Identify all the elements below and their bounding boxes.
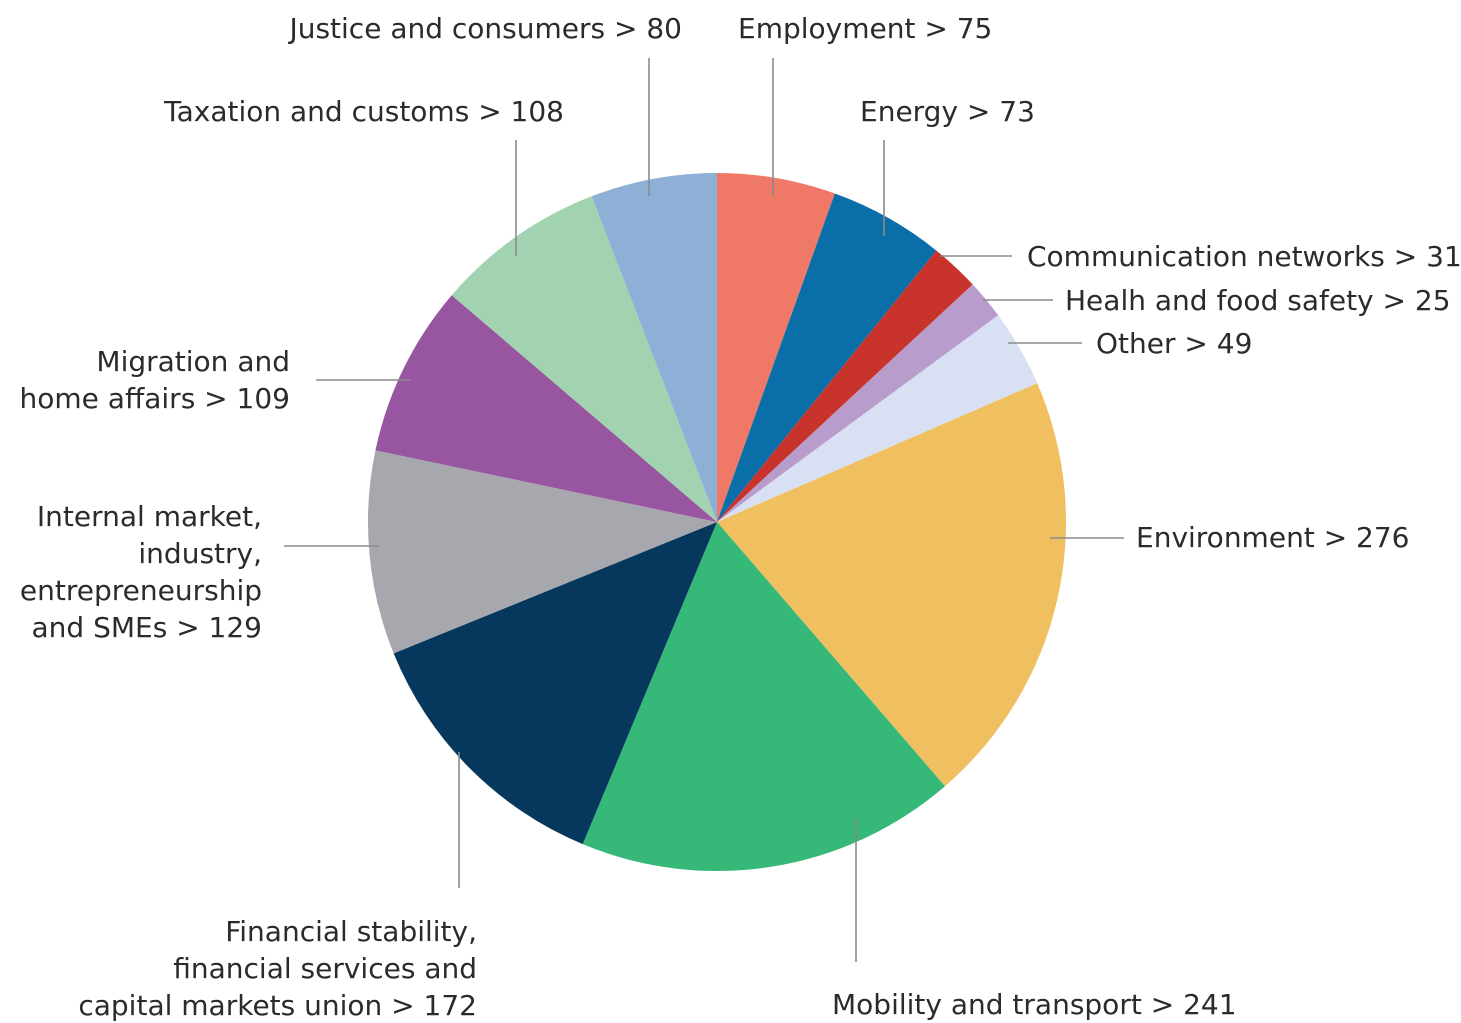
slice-label-line: home affairs > 109 xyxy=(20,382,290,415)
slice-label-internal-market-industry-entrepreneurship-and-smes: Internal market, industry, entrepreneurshi… xyxy=(20,500,262,644)
slice-label-line: entrepreneurship xyxy=(20,574,262,607)
slice-label-taxation-and-customs: Taxation and customs > 108 xyxy=(163,95,564,128)
pie-slice-migration-and-home-affairs xyxy=(375,295,717,522)
slice-label-line: capital markets union > 172 xyxy=(78,989,477,1022)
slice-label-healh-and-food-safety: Healh and food safety > 25 xyxy=(1065,284,1451,317)
slice-label-migration-and-home-affairs: Migration and home affairs > 109 xyxy=(20,345,290,415)
pie-slices xyxy=(368,173,1067,872)
slice-label-justice-and-consumers: Justice and consumers > 80 xyxy=(287,12,682,45)
pie-slice-environment xyxy=(717,383,1067,787)
slice-label-line: Employment > 75 xyxy=(738,12,992,45)
slice-label-line: Taxation and customs > 108 xyxy=(163,95,564,128)
pie-slice-communication-networks xyxy=(717,250,973,522)
pie-slice-financial-stability-financial-services-and-capital-markets-union xyxy=(393,522,717,845)
slice-label-line: financial services and xyxy=(173,952,477,985)
pie-slice-healh-and-food-safety xyxy=(717,284,999,522)
slice-label-line: Environment > 276 xyxy=(1136,521,1410,554)
slice-label-line: Justice and consumers > 80 xyxy=(287,12,682,45)
slice-label-line: Financial stability, xyxy=(225,915,477,948)
slice-label-communication-networks: Communication networks > 31 xyxy=(1027,240,1461,273)
slice-label-other: Other > 49 xyxy=(1096,327,1252,360)
slice-label-energy: Energy > 73 xyxy=(860,95,1035,128)
pie-slice-internal-market-industry-entrepreneurship-and-smes xyxy=(368,450,717,654)
pie-slice-energy xyxy=(717,193,937,522)
leader-lines xyxy=(284,58,1124,962)
slice-label-environment: Environment > 276 xyxy=(1136,521,1410,554)
pie-slice-taxation-and-customs xyxy=(451,196,717,523)
slice-label-line: Communication networks > 31 xyxy=(1027,240,1461,273)
slice-label-line: Other > 49 xyxy=(1096,327,1252,360)
pie-slice-other xyxy=(717,315,1038,522)
slice-label-line: Healh and food safety > 25 xyxy=(1065,284,1451,317)
slice-label-financial-stability-financial-services-and-capital-markets-union: Financial stability, financial services a… xyxy=(78,915,477,1022)
slice-label-mobility-and-transport: Mobility and transport > 241 xyxy=(832,988,1237,1021)
pie-slice-employment xyxy=(717,173,835,522)
slice-label-employment: Employment > 75 xyxy=(738,12,992,45)
slice-label-line: Energy > 73 xyxy=(860,95,1035,128)
slice-label-line: and SMEs > 129 xyxy=(32,611,263,644)
pie-slice-justice-and-consumers xyxy=(591,173,717,522)
slice-labels: Employment > 75 Energy > 73 Communication … xyxy=(20,12,1461,1022)
slice-label-line: industry, xyxy=(138,537,262,570)
pie-slice-mobility-and-transport xyxy=(582,522,945,872)
slice-label-line: Internal market, xyxy=(37,500,262,533)
slice-label-line: Mobility and transport > 241 xyxy=(832,988,1237,1021)
slice-label-line: Migration and xyxy=(96,345,290,378)
